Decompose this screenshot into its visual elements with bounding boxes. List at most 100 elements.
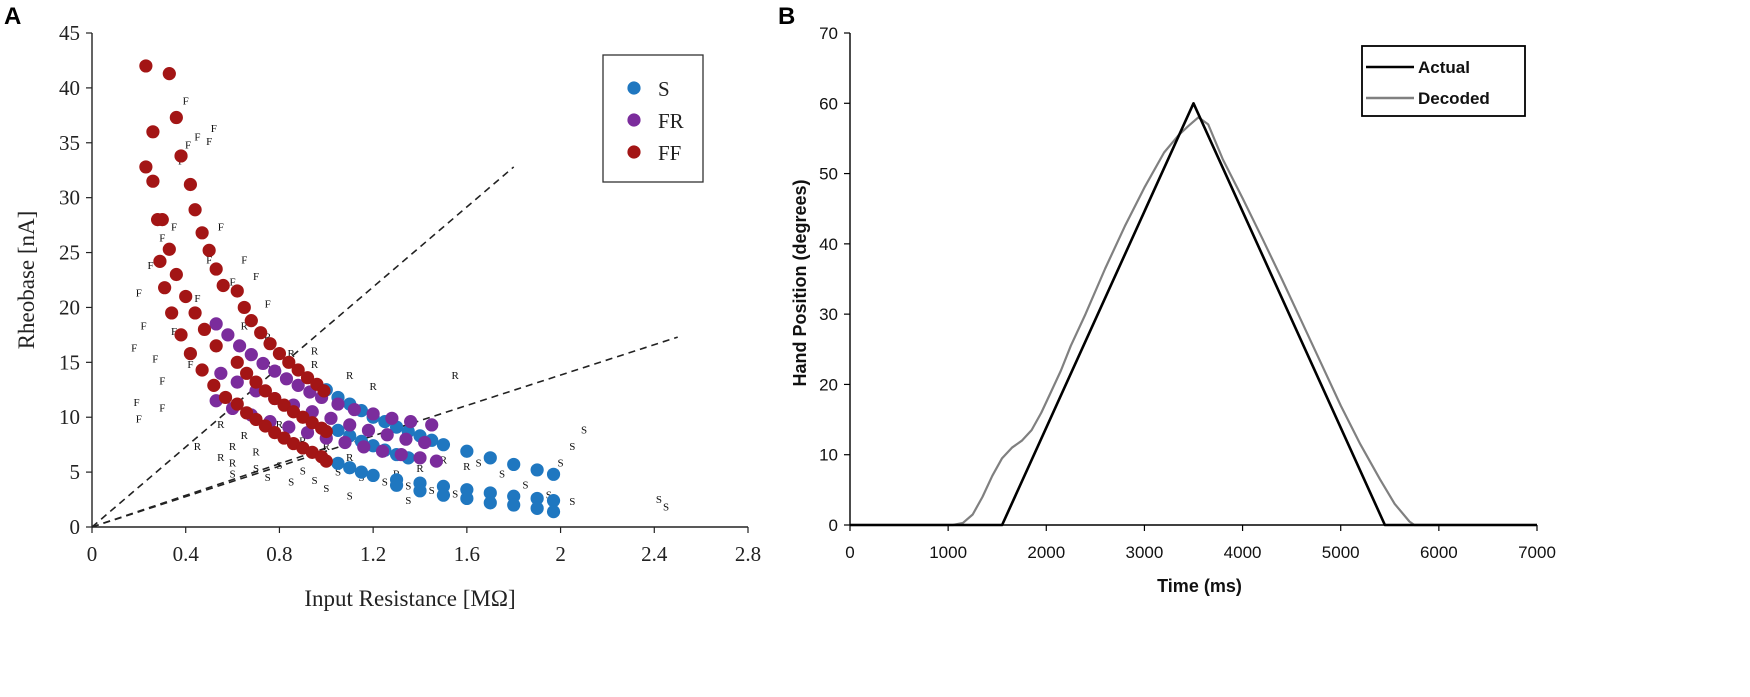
point-ff <box>249 375 263 389</box>
point-fr <box>399 432 413 446</box>
point-ff <box>139 160 153 174</box>
x-tick-label: 6000 <box>1420 543 1458 562</box>
point-s <box>354 465 369 479</box>
letter-marker-r: R <box>229 458 237 470</box>
point-s <box>331 456 345 470</box>
letter-marker-f: F <box>194 132 200 144</box>
point-fr <box>429 454 443 468</box>
legend-label-s: S <box>658 77 670 101</box>
point-fr <box>380 428 394 442</box>
point-fr <box>361 423 376 437</box>
point-ff <box>169 267 183 282</box>
letter-marker-f: F <box>194 293 200 305</box>
letter-marker-r: R <box>264 331 272 343</box>
letter-marker-s: S <box>230 469 236 481</box>
letter-marker-r: R <box>323 441 331 453</box>
y-tick-label: 0 <box>829 516 838 535</box>
letter-marker-f: F <box>171 222 177 234</box>
point-fr <box>418 435 432 450</box>
x-tick-label: 1.2 <box>360 542 386 566</box>
point-ff <box>202 243 216 257</box>
point-ff <box>151 213 165 227</box>
letter-marker-f: F <box>133 397 139 409</box>
point-ff <box>146 174 160 188</box>
point-ff <box>174 328 188 342</box>
point-fr <box>256 356 270 371</box>
x-tick-label: 7000 <box>1518 543 1556 562</box>
x-tick-label: 2 <box>555 542 566 566</box>
point-fr <box>209 317 223 331</box>
letter-marker-r: R <box>416 463 424 475</box>
letter-marker-s: S <box>569 441 575 453</box>
letter-marker-s: S <box>288 476 294 488</box>
point-ff <box>162 67 176 81</box>
point-ff <box>197 322 212 336</box>
point-ff <box>153 254 167 268</box>
y-tick-label: 20 <box>819 375 838 394</box>
point-ff <box>162 242 176 256</box>
point-fr <box>404 415 418 429</box>
letter-marker-s: S <box>347 491 353 503</box>
legend-marker-ff <box>627 145 641 159</box>
letter-marker-s: S <box>405 495 411 507</box>
point-ff <box>183 346 197 361</box>
x-tick-label: 1000 <box>929 543 967 562</box>
point-ff <box>230 284 244 298</box>
point-ff <box>216 278 230 293</box>
letter-marker-s: S <box>476 458 482 470</box>
point-fr <box>331 397 345 411</box>
letter-marker-f: F <box>206 255 212 267</box>
x-tick-label: 0.8 <box>266 542 292 566</box>
letter-marker-f: F <box>159 403 165 415</box>
point-fr <box>230 375 244 389</box>
letter-marker-s: S <box>405 481 411 493</box>
point-fr <box>214 366 228 380</box>
letter-marker-r: R <box>241 430 249 442</box>
point-ff <box>244 314 258 328</box>
point-s <box>530 491 544 506</box>
y-tick-label: 20 <box>59 295 80 319</box>
letter-marker-s: S <box>429 485 435 497</box>
letter-marker-r: R <box>311 359 319 371</box>
point-ff <box>268 391 282 406</box>
x-tick-label: 0 <box>87 542 98 566</box>
point-ff <box>317 384 331 398</box>
letter-marker-f: F <box>187 359 193 371</box>
x-tick-label: 0.4 <box>173 542 200 566</box>
point-s <box>507 457 521 472</box>
series-line-actual <box>850 102 1537 527</box>
point-ff <box>179 289 193 304</box>
y-tick-label: 40 <box>59 76 80 100</box>
point-ff <box>230 397 244 411</box>
point-ff <box>188 203 202 217</box>
point-s <box>413 484 427 498</box>
letter-marker-f: F <box>136 414 142 426</box>
panel-a-reference-lines <box>91 166 678 528</box>
letter-marker-s: S <box>382 476 388 488</box>
point-fr <box>413 451 427 465</box>
letter-marker-r: R <box>241 320 249 332</box>
letter-marker-s: S <box>499 469 505 481</box>
letter-marker-s: S <box>569 496 575 508</box>
point-fr <box>394 447 408 462</box>
point-fr <box>385 411 399 425</box>
point-ff <box>254 326 268 340</box>
point-ff <box>291 363 305 377</box>
point-s <box>507 498 521 512</box>
point-fr <box>324 411 338 425</box>
point-fr <box>233 339 247 353</box>
point-ff <box>218 390 233 405</box>
letter-marker-r: R <box>229 441 237 453</box>
point-fr <box>338 435 352 450</box>
panel-b-lines <box>850 102 1537 527</box>
letter-marker-s: S <box>265 472 271 484</box>
x-tick-label: 4000 <box>1224 543 1262 562</box>
point-ff <box>209 262 223 276</box>
legend-marker-fr <box>627 113 641 127</box>
x-tick-label: 0 <box>845 543 854 562</box>
letter-marker-r: R <box>194 441 202 453</box>
letter-marker-s: S <box>522 480 528 492</box>
point-fr <box>375 444 390 458</box>
y-tick-label: 30 <box>819 305 838 324</box>
